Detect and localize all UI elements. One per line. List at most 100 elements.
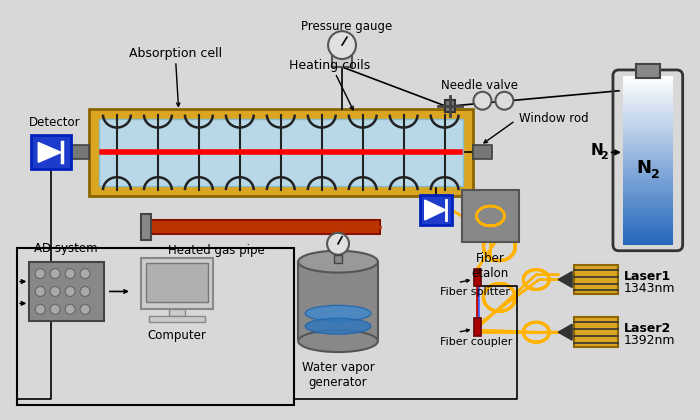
Bar	[89, 109, 472, 196]
Bar	[623, 171, 673, 174]
Text: 2: 2	[600, 151, 608, 161]
Bar	[623, 202, 673, 205]
Text: Heated gas pipe: Heated gas pipe	[168, 244, 265, 257]
Circle shape	[496, 92, 513, 110]
Circle shape	[327, 233, 349, 255]
Bar	[623, 211, 673, 214]
Bar	[623, 233, 673, 236]
Circle shape	[65, 286, 75, 297]
Bar	[623, 182, 673, 185]
Bar	[623, 129, 673, 131]
Text: Window rod: Window rod	[519, 112, 589, 125]
Bar	[473, 145, 492, 159]
Bar	[623, 118, 673, 121]
Text: N: N	[591, 143, 604, 158]
Bar	[623, 155, 673, 158]
Bar	[623, 126, 673, 129]
Bar	[32, 136, 71, 169]
Bar	[623, 140, 673, 144]
Bar	[574, 265, 618, 294]
Circle shape	[65, 269, 75, 278]
Bar	[623, 196, 673, 199]
Text: Needle valve: Needle valve	[441, 79, 518, 92]
Circle shape	[80, 286, 90, 297]
Bar	[29, 262, 104, 321]
Bar	[623, 213, 673, 216]
Bar	[623, 134, 673, 137]
Text: AD system: AD system	[34, 241, 98, 255]
Bar	[141, 214, 150, 240]
Bar	[623, 95, 673, 98]
Text: N: N	[636, 159, 651, 177]
Bar	[623, 115, 673, 118]
Bar	[574, 317, 618, 347]
Bar	[334, 255, 342, 262]
Bar	[623, 174, 673, 177]
Bar	[146, 262, 208, 302]
Circle shape	[50, 286, 60, 297]
Bar	[71, 145, 89, 159]
Text: 1343nm: 1343nm	[624, 281, 676, 294]
Text: Pressure gauge: Pressure gauge	[302, 20, 393, 33]
Circle shape	[80, 304, 90, 314]
Ellipse shape	[305, 318, 371, 334]
Circle shape	[35, 304, 46, 314]
Bar	[332, 51, 352, 67]
Bar	[623, 199, 673, 202]
Text: 1392nm: 1392nm	[624, 334, 676, 347]
Bar	[623, 208, 673, 211]
Bar	[623, 185, 673, 188]
Text: Water vapor
generator: Water vapor generator	[302, 361, 374, 389]
Ellipse shape	[305, 305, 371, 321]
Bar	[420, 195, 452, 225]
Bar	[623, 101, 673, 104]
Bar	[623, 230, 673, 233]
Bar	[623, 151, 673, 155]
Text: Laser1: Laser1	[624, 270, 671, 283]
Bar	[623, 165, 673, 168]
Bar	[623, 81, 673, 84]
Text: Absorption cell: Absorption cell	[129, 47, 223, 60]
Bar	[623, 168, 673, 171]
Bar	[298, 262, 378, 339]
Bar	[623, 162, 673, 165]
Bar	[623, 123, 673, 126]
Bar	[99, 118, 463, 186]
Polygon shape	[558, 324, 572, 340]
Polygon shape	[558, 272, 572, 287]
Bar	[623, 177, 673, 180]
Bar	[623, 131, 673, 134]
Bar	[623, 158, 673, 160]
Ellipse shape	[298, 330, 378, 352]
Circle shape	[35, 269, 46, 278]
Bar	[623, 76, 673, 79]
Bar	[623, 191, 673, 194]
Bar	[623, 78, 673, 81]
Bar	[623, 225, 673, 228]
Circle shape	[50, 269, 60, 278]
Polygon shape	[38, 142, 61, 162]
Bar	[169, 310, 185, 316]
Bar	[444, 100, 454, 112]
Bar	[623, 93, 673, 96]
Bar	[623, 84, 673, 87]
Bar	[623, 160, 673, 163]
Bar	[18, 248, 294, 405]
Bar	[141, 258, 213, 310]
Text: Laser2: Laser2	[624, 322, 671, 335]
Bar	[149, 316, 204, 322]
Bar	[623, 222, 673, 225]
Bar	[623, 87, 673, 90]
Ellipse shape	[298, 251, 378, 273]
Bar	[623, 144, 673, 147]
Bar	[623, 104, 673, 107]
Text: Fiber coupler: Fiber coupler	[440, 337, 512, 347]
Bar	[623, 188, 673, 191]
Circle shape	[50, 304, 60, 314]
Text: Fiber splitter: Fiber splitter	[440, 287, 510, 297]
Bar	[473, 269, 482, 286]
Bar	[623, 112, 673, 115]
Circle shape	[35, 286, 46, 297]
Bar	[623, 239, 673, 242]
Text: Detector: Detector	[29, 116, 81, 129]
